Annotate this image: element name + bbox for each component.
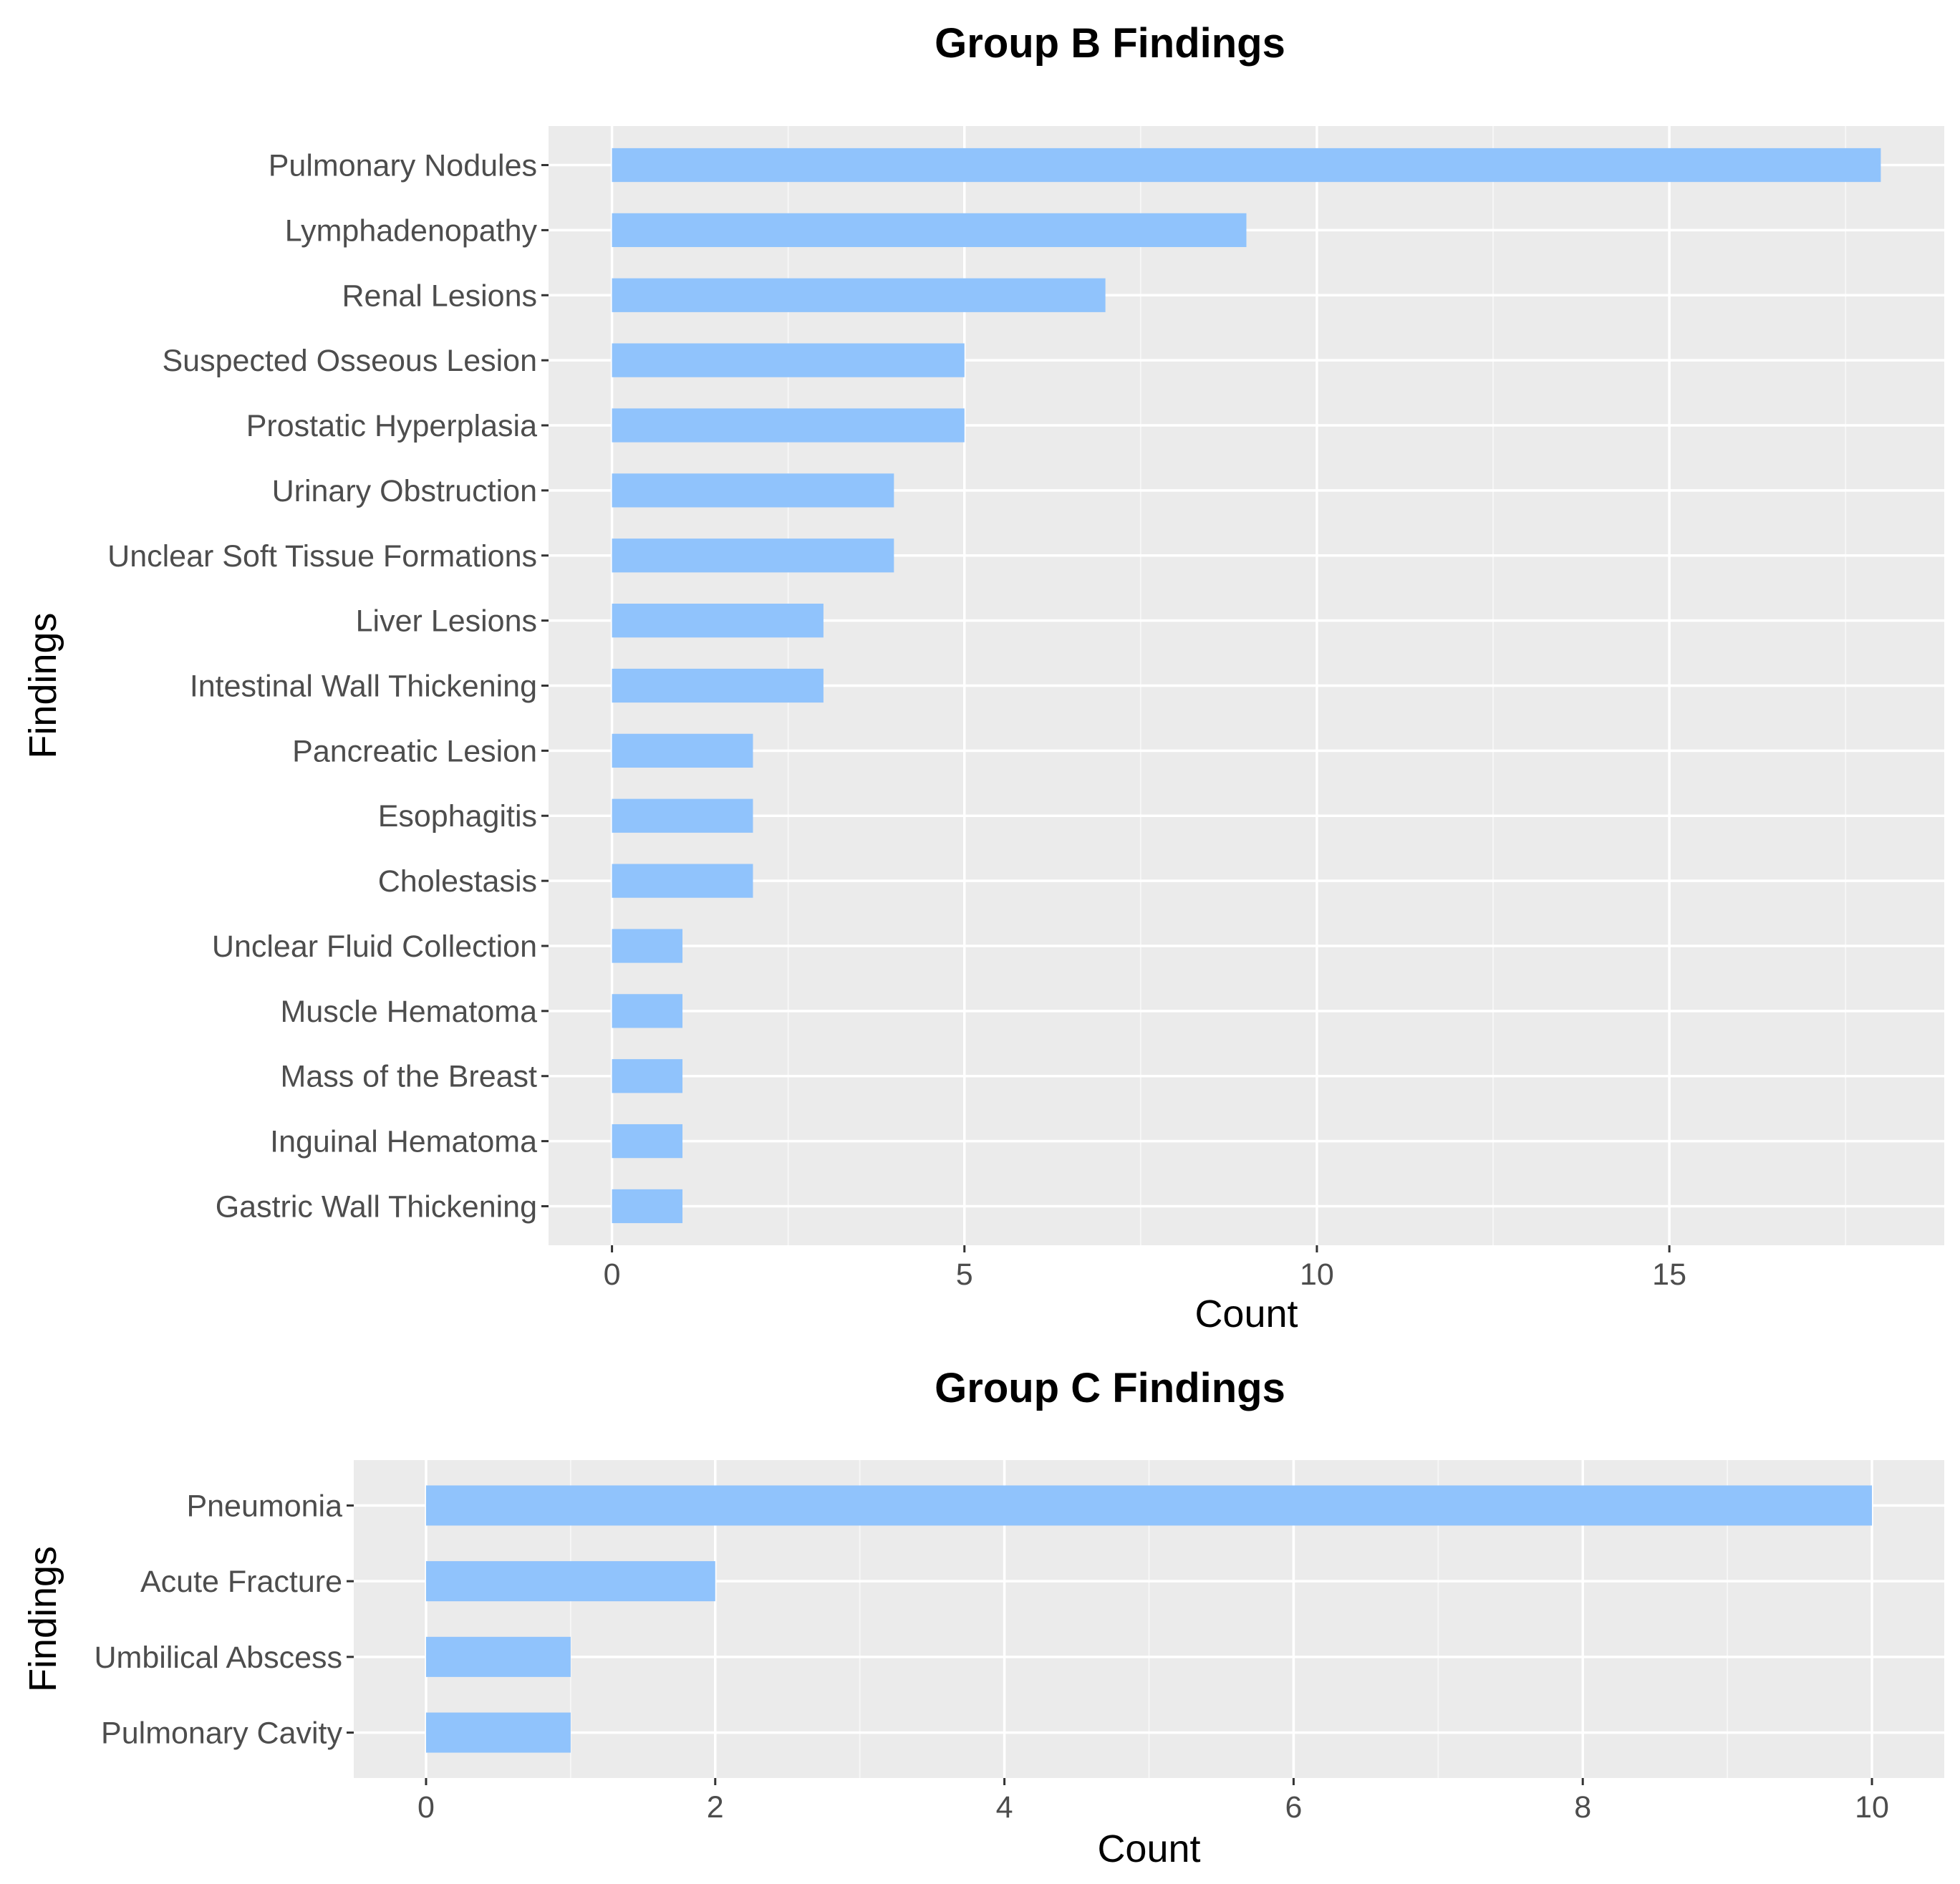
group-b-bar-17 bbox=[612, 1189, 683, 1224]
group-b-x-tick-label: 5 bbox=[956, 1257, 973, 1292]
group-b-category-label: Unclear Soft Tissue Formations bbox=[107, 539, 537, 574]
group-c-category-label: Pulmonary Cavity bbox=[101, 1716, 342, 1751]
group-b-bar-14 bbox=[612, 994, 683, 1028]
group-b-x-tick-label: 0 bbox=[604, 1257, 621, 1292]
group-b-bar-1 bbox=[612, 148, 1881, 183]
group-b-chart: Group B Findings Pulmonary Nodules Lymphad… bbox=[21, 20, 1944, 1335]
group-c-category-label: Pneumonia bbox=[186, 1489, 342, 1523]
group-c-x-tick-label: 8 bbox=[1574, 1790, 1591, 1825]
group-b-bar-3 bbox=[612, 278, 1106, 312]
group-c-x-tick-label: 4 bbox=[996, 1790, 1013, 1825]
group-c-x-tick-label: 6 bbox=[1285, 1790, 1302, 1825]
group-c-x-axis-title: Count bbox=[1097, 1827, 1200, 1870]
group-b-bar-11 bbox=[612, 798, 753, 833]
group-b-category-label: Renal Lesions bbox=[342, 279, 537, 313]
group-b-category-label: Muscle Hematoma bbox=[281, 995, 538, 1029]
group-b-category-label: Liver Lesions bbox=[356, 604, 537, 639]
group-b-category-label: Esophagitis bbox=[378, 799, 537, 834]
group-b-category-label: Inguinal Hematoma bbox=[270, 1125, 537, 1159]
group-b-category-label: Prostatic Hyperplasia bbox=[246, 409, 537, 443]
group-c-bar-3 bbox=[425, 1636, 571, 1677]
group-c-bar-1 bbox=[425, 1485, 1873, 1526]
group-c-category-label: Acute Fracture bbox=[140, 1565, 342, 1599]
group-b-category-label: Urinary Obstruction bbox=[272, 474, 537, 508]
group-b-category-label: Intestinal Wall Thickening bbox=[190, 670, 537, 704]
group-c-chart-title: Group C Findings bbox=[935, 1365, 1285, 1411]
group-b-category-label: Gastric Wall Thickening bbox=[216, 1189, 537, 1224]
group-c-bar-2 bbox=[425, 1561, 715, 1602]
group-c-x-tick-label: 0 bbox=[417, 1790, 435, 1825]
group-b-bar-9 bbox=[612, 668, 824, 703]
group-b-category-label: Pulmonary Nodules bbox=[269, 149, 537, 183]
group-b-category-label: Unclear Fluid Collection bbox=[212, 929, 537, 964]
group-b-bar-6 bbox=[612, 473, 894, 508]
group-b-bar-8 bbox=[612, 604, 824, 638]
group-b-bar-10 bbox=[612, 733, 753, 768]
group-b-x-axis-title: Count bbox=[1194, 1293, 1298, 1335]
group-b-bar-13 bbox=[612, 929, 683, 963]
group-c-chart: Group C Findings Pneumonia Acute Fracture U… bbox=[21, 1365, 1944, 1870]
group-b-bar-2 bbox=[612, 213, 1247, 248]
group-c-bar-4 bbox=[425, 1712, 571, 1753]
group-b-category-label: Pancreatic Lesion bbox=[292, 734, 537, 768]
group-c-x-tick-label: 2 bbox=[707, 1790, 724, 1825]
group-b-category-label: Cholestasis bbox=[378, 864, 537, 899]
group-c-y-axis-title: Findings bbox=[21, 1546, 64, 1692]
group-b-y-axis-title: Findings bbox=[21, 612, 64, 758]
group-b-category-label: Suspected Osseous Lesion bbox=[163, 344, 538, 378]
group-b-x-tick-label: 15 bbox=[1652, 1257, 1686, 1292]
group-b-bar-15 bbox=[612, 1059, 683, 1093]
group-b-category-label: Lymphadenopathy bbox=[285, 213, 538, 248]
group-b-category-label: Mass of the Breast bbox=[281, 1060, 538, 1094]
group-b-bar-4 bbox=[612, 343, 965, 377]
group-b-chart-title: Group B Findings bbox=[935, 20, 1285, 67]
group-b-bar-12 bbox=[612, 864, 753, 898]
group-b-x-tick-label: 10 bbox=[1300, 1257, 1334, 1292]
group-b-bar-7 bbox=[612, 538, 894, 573]
group-b-bar-5 bbox=[612, 408, 965, 443]
group-c-category-label: Umbilical Abscess bbox=[95, 1641, 343, 1675]
group-c-x-tick-label: 10 bbox=[1855, 1790, 1889, 1825]
group-b-bar-16 bbox=[612, 1124, 683, 1159]
